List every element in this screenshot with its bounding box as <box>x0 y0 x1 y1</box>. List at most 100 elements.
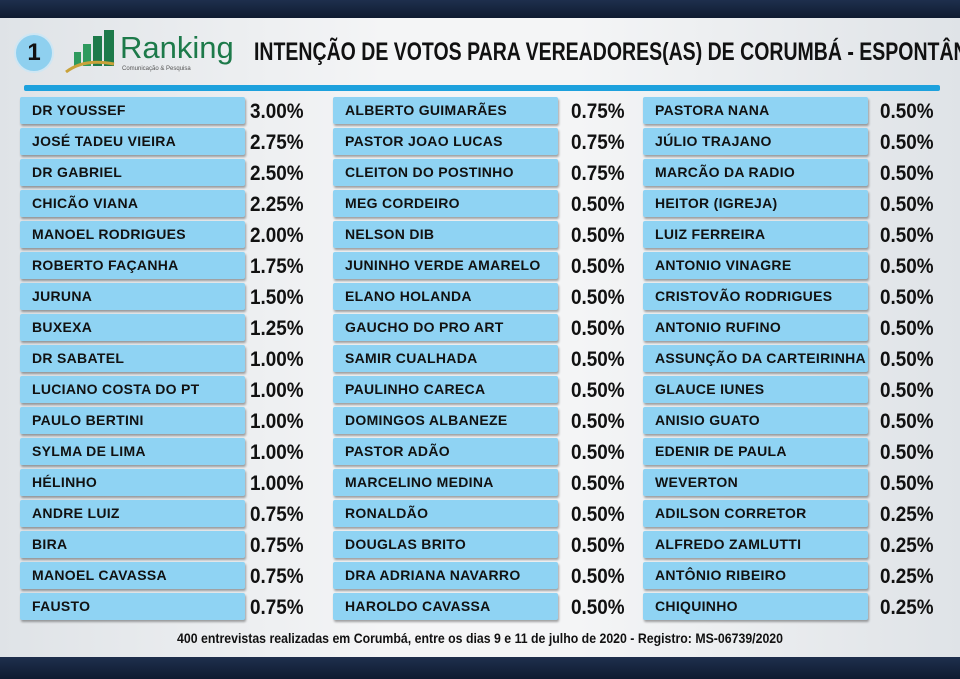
candidate-percentage: 0.50% <box>571 503 625 526</box>
candidate-name: FAUSTO <box>20 593 245 620</box>
candidate-percentage: 0.25% <box>880 565 934 588</box>
candidate-name: GLAUCE IUNES <box>643 376 868 403</box>
candidate-percentage: 0.50% <box>880 286 934 309</box>
candidate-name: HÉLINHO <box>20 469 245 496</box>
candidate-name: RONALDÃO <box>333 500 558 527</box>
candidate-name: ALFREDO ZAMLUTTI <box>643 531 868 558</box>
candidate-name: ADILSON CORRETOR <box>643 500 868 527</box>
candidate-name: LUCIANO COSTA DO PT <box>20 376 245 403</box>
candidate-percentage: 0.50% <box>571 534 625 557</box>
candidate-name: MEG CORDEIRO <box>333 190 558 217</box>
candidate-percentage: 0.75% <box>250 596 304 619</box>
candidate-name: DR SABATEL <box>20 345 245 372</box>
title-divider <box>24 85 940 91</box>
candidate-name: ANTONIO RUFINO <box>643 314 868 341</box>
candidate-percentage: 2.00% <box>250 224 304 247</box>
candidate-name: LUIZ FERREIRA <box>643 221 868 248</box>
candidate-name: HEITOR (IGREJA) <box>643 190 868 217</box>
candidate-percentage: 0.50% <box>571 472 625 495</box>
candidate-name: CHIQUINHO <box>643 593 868 620</box>
candidate-percentage: 1.00% <box>250 410 304 433</box>
candidate-percentage: 0.50% <box>880 193 934 216</box>
candidate-percentage: 0.50% <box>571 596 625 619</box>
top-band <box>0 0 960 18</box>
candidate-name: ANTONIO VINAGRE <box>643 252 868 279</box>
candidate-name: BUXEXA <box>20 314 245 341</box>
candidate-percentage: 0.50% <box>571 286 625 309</box>
candidate-percentage: 0.75% <box>571 131 625 154</box>
bottom-band <box>0 657 960 679</box>
candidate-name: PAULO BERTINI <box>20 407 245 434</box>
candidate-percentage: 0.50% <box>571 317 625 340</box>
candidate-name: DRA ADRIANA NAVARRO <box>333 562 558 589</box>
candidate-percentage: 0.50% <box>880 441 934 464</box>
candidate-name: PASTORA NANA <box>643 97 868 124</box>
candidate-name: DR YOUSSEF <box>20 97 245 124</box>
candidate-name: GAUCHO DO PRO ART <box>333 314 558 341</box>
candidate-percentage: 0.50% <box>880 472 934 495</box>
candidate-percentage: 1.00% <box>250 441 304 464</box>
candidate-name: ALBERTO GUIMARÃES <box>333 97 558 124</box>
candidate-name: ANISIO GUATO <box>643 407 868 434</box>
candidate-percentage: 0.25% <box>880 503 934 526</box>
candidate-name: MANOEL RODRIGUES <box>20 221 245 248</box>
candidate-percentage: 1.00% <box>250 472 304 495</box>
candidate-percentage: 0.50% <box>880 224 934 247</box>
candidate-name: EDENIR DE PAULA <box>643 438 868 465</box>
candidate-percentage: 2.25% <box>250 193 304 216</box>
candidate-percentage: 0.50% <box>571 348 625 371</box>
logo-name: Ranking <box>120 30 234 65</box>
candidate-percentage: 0.75% <box>571 100 625 123</box>
ranking-logo: Ranking Comunicação & Pesquisa <box>64 28 244 78</box>
candidate-name: ASSUNÇÃO DA CARTEIRINHA <box>643 345 868 372</box>
footer-note: 400 entrevistas realizadas em Corumbá, e… <box>176 630 784 646</box>
candidate-percentage: 0.50% <box>880 255 934 278</box>
candidate-name: ELANO HOLANDA <box>333 283 558 310</box>
candidate-percentage: 2.50% <box>250 162 304 185</box>
candidate-percentage: 0.50% <box>571 410 625 433</box>
candidate-percentage: 0.50% <box>571 193 625 216</box>
candidate-name: HAROLDO CAVASSA <box>333 593 558 620</box>
candidate-name: CRISTOVÃO RODRIGUES <box>643 283 868 310</box>
candidate-percentage: 0.50% <box>880 348 934 371</box>
candidate-percentage: 0.75% <box>250 565 304 588</box>
candidate-name: MANOEL CAVASSA <box>20 562 245 589</box>
candidate-percentage: 0.50% <box>571 224 625 247</box>
candidate-name: JUNINHO VERDE AMARELO <box>333 252 558 279</box>
candidate-name: ANTÔNIO RIBEIRO <box>643 562 868 589</box>
candidate-name: PAULINHO CARECA <box>333 376 558 403</box>
candidate-percentage: 0.75% <box>250 503 304 526</box>
candidate-name: PASTOR ADÃO <box>333 438 558 465</box>
candidate-name: WEVERTON <box>643 469 868 496</box>
candidate-name: MARCELINO MEDINA <box>333 469 558 496</box>
candidate-name: JÚLIO TRAJANO <box>643 128 868 155</box>
candidate-percentage: 0.25% <box>880 534 934 557</box>
candidate-name: JOSÉ TADEU VIEIRA <box>20 128 245 155</box>
candidate-name: NELSON DIB <box>333 221 558 248</box>
candidate-name: MARCÃO DA RADIO <box>643 159 868 186</box>
candidate-name: BIRA <box>20 531 245 558</box>
candidate-name: JURUNA <box>20 283 245 310</box>
candidate-name: ANDRE LUIZ <box>20 500 245 527</box>
candidate-percentage: 0.50% <box>571 255 625 278</box>
candidate-percentage: 1.25% <box>250 317 304 340</box>
bar-chart-logo-icon <box>65 30 115 74</box>
candidate-name: CHICÃO VIANA <box>20 190 245 217</box>
candidate-percentage: 3.00% <box>250 100 304 123</box>
candidate-name: DR GABRIEL <box>20 159 245 186</box>
candidate-percentage: 0.75% <box>571 162 625 185</box>
candidate-percentage: 0.50% <box>880 379 934 402</box>
candidate-percentage: 0.50% <box>880 410 934 433</box>
candidate-name: CLEITON DO POSTINHO <box>333 159 558 186</box>
candidate-percentage: 1.00% <box>250 348 304 371</box>
candidate-name: DOUGLAS BRITO <box>333 531 558 558</box>
candidate-percentage: 0.50% <box>880 131 934 154</box>
logo-tagline: Comunicação & Pesquisa <box>122 66 191 72</box>
candidate-percentage: 1.75% <box>250 255 304 278</box>
candidate-percentage: 2.75% <box>250 131 304 154</box>
candidate-percentage: 0.50% <box>571 565 625 588</box>
candidate-percentage: 0.50% <box>880 162 934 185</box>
candidate-percentage: 0.50% <box>880 100 934 123</box>
candidate-percentage: 0.50% <box>571 441 625 464</box>
candidate-percentage: 0.25% <box>880 596 934 619</box>
